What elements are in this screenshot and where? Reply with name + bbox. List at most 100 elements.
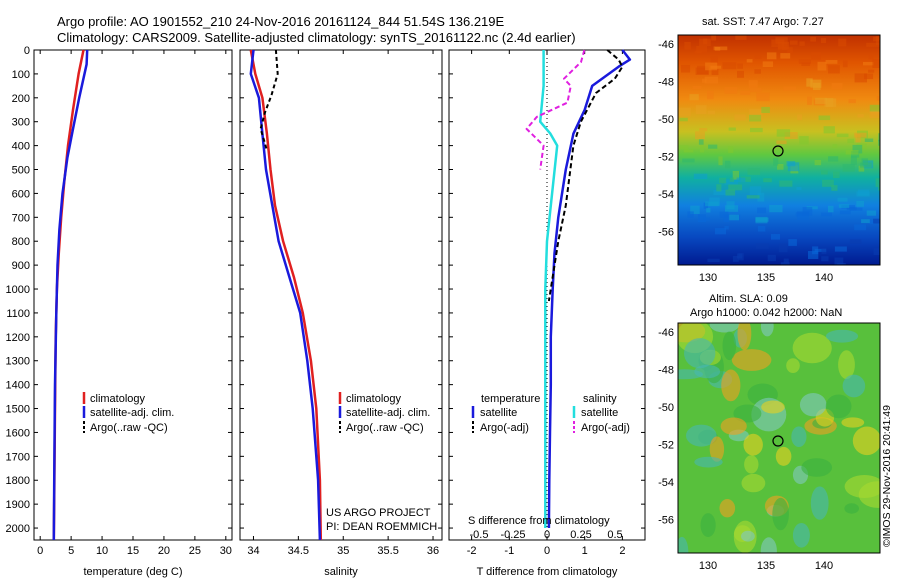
y-tick-label: 1400 xyxy=(6,380,30,392)
difference-top-xlabel: S difference from climatology xyxy=(468,515,610,527)
x-tick-label: 2 xyxy=(619,545,625,557)
y-tick-label: 1500 xyxy=(6,404,30,416)
y-tick-label: 0 xyxy=(24,45,30,57)
y-tick-label: 1200 xyxy=(6,332,30,344)
salinity-legend: climatology satellite-adj. clim. Argo(..… xyxy=(338,392,430,434)
x-tick-label: 1 xyxy=(582,545,588,557)
annotation-pi: PI: DEAN ROEMMICH xyxy=(326,521,437,533)
sst-map-frame xyxy=(677,34,881,266)
map-y-tick-label: -50 xyxy=(658,402,674,414)
header-line2: Climatology: CARS2009. Satellite-adjuste… xyxy=(57,30,576,45)
legend-sal-argo-label: Argo(-adj) xyxy=(581,422,630,434)
series-line-climatology xyxy=(52,49,85,541)
x-tick-label: 35 xyxy=(337,545,349,557)
map-x-tick-label: 140 xyxy=(815,560,833,572)
y-tick-label: 2000 xyxy=(6,523,30,535)
y-tick-label: 1700 xyxy=(6,451,30,463)
legend-argo-label: Argo(..raw -QC) xyxy=(90,422,168,434)
map-x-tick-label: 140 xyxy=(815,272,833,284)
x-axis-label: T difference from climatology xyxy=(477,566,618,578)
series-line-argo-raw-qc- xyxy=(259,49,279,151)
temperature-legend: climatology satellite-adj. clim. Argo(..… xyxy=(82,392,174,434)
map-y-tick-label: -52 xyxy=(658,152,674,164)
map-y-tick-label: -56 xyxy=(658,227,674,239)
map-y-tick-label: -56 xyxy=(658,515,674,527)
argo-position-marker xyxy=(772,435,784,447)
y-tick-label: 600 xyxy=(12,188,30,200)
y-tick-label: 1900 xyxy=(6,499,30,511)
x-tick-label: 0 xyxy=(37,545,43,557)
map-x-tick-label: 135 xyxy=(757,272,775,284)
series-line-temperature-argo-adj- xyxy=(547,49,624,302)
legend-temp-satellite-label: satellite xyxy=(480,407,517,419)
top-x-tick-label: -0.5 xyxy=(470,529,489,541)
x-tick-label: 10 xyxy=(96,545,108,557)
y-tick-label: 1300 xyxy=(6,356,30,368)
map-y-tick-label: -48 xyxy=(658,77,674,89)
series-line-satellite-adj-clim- xyxy=(249,49,322,541)
sla-map-frame xyxy=(677,322,881,554)
series-line-salinity-argo-adj- xyxy=(525,49,586,170)
y-tick-label: 100 xyxy=(12,69,30,81)
map-y-tick-label: -46 xyxy=(658,327,674,339)
legend-salinity-title: salinity xyxy=(583,393,617,405)
x-tick-label: 34.5 xyxy=(288,545,309,557)
x-tick-label: 34 xyxy=(247,545,259,557)
y-tick-label: 500 xyxy=(12,165,30,177)
legend-satellite-label: satellite-adj. clim. xyxy=(90,407,174,419)
map-y-tick-label: -50 xyxy=(658,114,674,126)
sst-map-image xyxy=(678,35,880,265)
x-axis-label: salinity xyxy=(324,566,358,578)
y-tick-label: 1100 xyxy=(6,308,30,320)
imos-watermark: ©IMOS 29-Nov-2016 20:41:49 xyxy=(881,405,893,547)
argo-position-marker xyxy=(772,145,784,157)
legend-climatology-label: climatology xyxy=(90,393,146,405)
legend-sal-satellite-label: satellite xyxy=(581,407,618,419)
top-x-tick-label: 0.5 xyxy=(607,529,622,541)
x-tick-label: -1 xyxy=(504,545,514,557)
y-tick-label: 700 xyxy=(12,212,30,224)
y-tick-label: 400 xyxy=(12,141,30,153)
x-tick-label: 20 xyxy=(158,545,170,557)
sla-map-image xyxy=(678,323,880,553)
legend-satellite-label: satellite-adj. clim. xyxy=(346,407,430,419)
top-x-tick-label: -0.25 xyxy=(500,529,525,541)
map-x-tick-label: 130 xyxy=(699,560,717,572)
sla-map-title-line2: Argo h1000: 0.042 h2000: NaN xyxy=(690,307,842,319)
map-y-tick-label: -46 xyxy=(658,39,674,51)
series-line-temperature-satellite xyxy=(547,49,632,529)
x-axis-label: temperature (deg C) xyxy=(83,566,182,578)
legend-climatology-label: climatology xyxy=(346,393,402,405)
header-line1: Argo profile: AO 1901552_210 24-Nov-2016… xyxy=(57,14,505,29)
series-line-salinity-satellite xyxy=(538,50,559,528)
top-x-tick-label: 0.25 xyxy=(570,529,591,541)
y-tick-label: 800 xyxy=(12,236,30,248)
map-x-tick-label: 135 xyxy=(757,560,775,572)
y-tick-label: 1600 xyxy=(6,427,30,439)
y-tick-label: 300 xyxy=(12,117,30,129)
annotation-project: US ARGO PROJECT xyxy=(326,507,431,519)
y-tick-label: 900 xyxy=(12,260,30,272)
x-tick-label: 15 xyxy=(127,545,139,557)
y-tick-label: 1800 xyxy=(6,475,30,487)
map-y-tick-label: -54 xyxy=(658,477,674,489)
x-tick-label: 25 xyxy=(189,545,201,557)
curves-group xyxy=(52,49,632,541)
difference-legend: temperature salinity satellite Argo(-adj… xyxy=(471,393,630,434)
map-y-tick-label: -54 xyxy=(658,189,674,201)
series-line-satellite-adj-clim- xyxy=(52,49,89,541)
map-y-tick-label: -52 xyxy=(658,440,674,452)
top-x-tick-label: 0 xyxy=(544,529,550,541)
legend-argo-label: Argo(..raw -QC) xyxy=(346,422,424,434)
sla-map-title-line1: Altim. SLA: 0.09 xyxy=(709,293,788,305)
x-tick-label: 36 xyxy=(427,545,439,557)
y-tick-label: 1000 xyxy=(6,284,30,296)
sst-map-title: sat. SST: 7.47 Argo: 7.27 xyxy=(702,16,824,28)
map-y-tick-label: -48 xyxy=(658,365,674,377)
x-tick-label: 5 xyxy=(68,545,74,557)
x-tick-label: 0 xyxy=(544,545,550,557)
x-tick-label: 35.5 xyxy=(377,545,398,557)
salinity-panel-frame xyxy=(239,49,443,541)
